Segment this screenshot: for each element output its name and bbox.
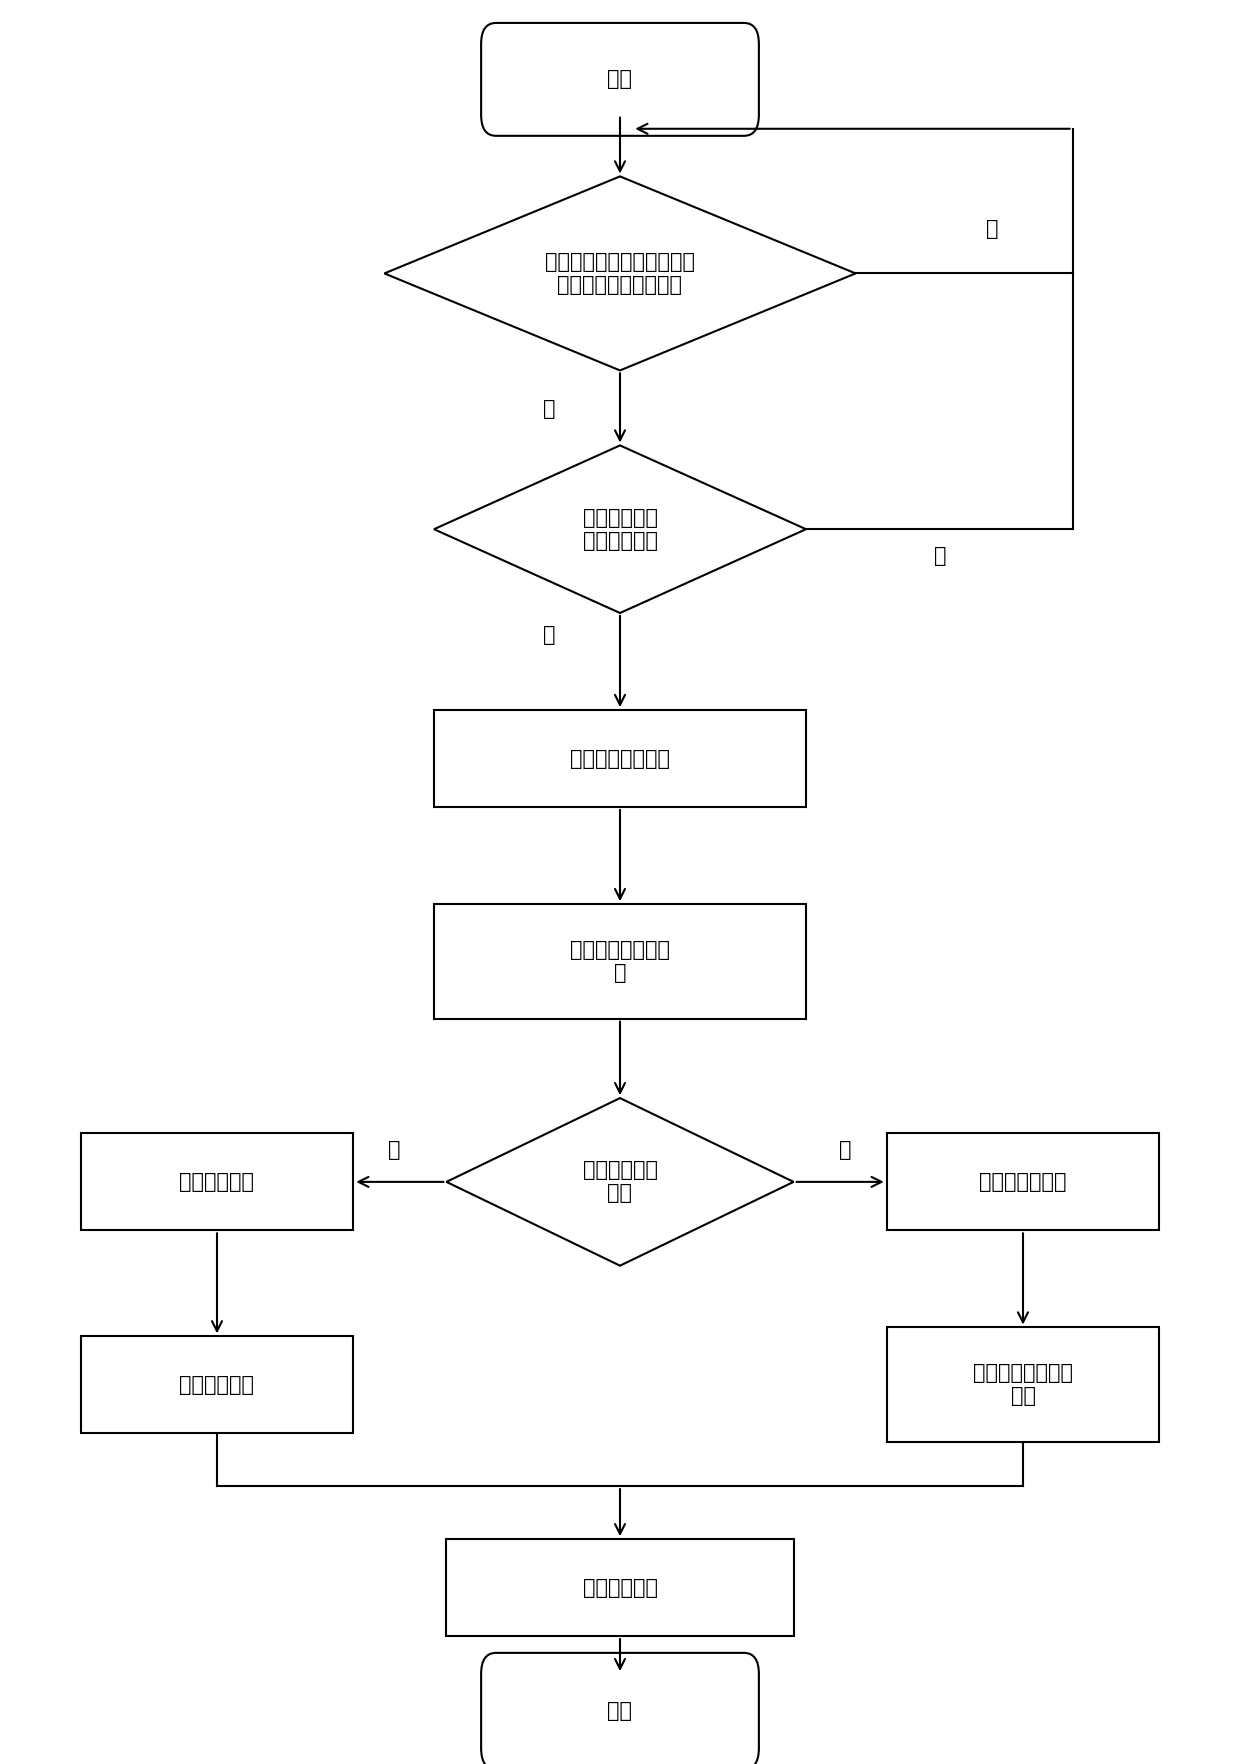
Text: 是否满足配变
终端过滤条件: 是否满足配变 终端过滤条件 — [583, 508, 657, 550]
Text: 启动: 启动 — [608, 69, 632, 90]
Polygon shape — [434, 446, 806, 614]
Bar — [81, 1134, 353, 1231]
Text: 计算停电特征匹配
度: 计算停电特征匹配 度 — [570, 940, 670, 983]
Bar — [81, 1337, 353, 1432]
Text: 不带电状态母线: 不带电状态母线 — [980, 1171, 1066, 1192]
Text: 否: 否 — [543, 624, 556, 646]
Bar — [434, 903, 806, 1020]
Text: 是否产生配变终端状态离线
或配变终端的停电事件: 是否产生配变终端状态离线 或配变终端的停电事件 — [546, 252, 694, 295]
Text: 否: 否 — [839, 1140, 852, 1161]
Bar — [446, 1538, 794, 1637]
Text: 是: 是 — [388, 1140, 401, 1161]
Text: 分析停电范围: 分析停电范围 — [180, 1374, 254, 1395]
Text: 是: 是 — [543, 399, 556, 420]
Text: 是否大于等于
阈值: 是否大于等于 阈值 — [583, 1161, 657, 1203]
Polygon shape — [384, 176, 856, 370]
Bar — [887, 1327, 1159, 1443]
FancyBboxPatch shape — [481, 1653, 759, 1764]
Text: 是: 是 — [934, 545, 946, 566]
FancyBboxPatch shape — [481, 23, 759, 136]
Text: 结束: 结束 — [608, 1700, 632, 1722]
Text: 分析带电范围: 分析带电范围 — [583, 1577, 657, 1598]
Text: 否: 否 — [986, 219, 998, 240]
Text: 分析不明带电状态
范围: 分析不明带电状态 范围 — [973, 1364, 1073, 1406]
Text: 建立停电事件列表: 建立停电事件列表 — [570, 748, 670, 769]
Bar — [887, 1134, 1159, 1231]
Text: 停电影响母线: 停电影响母线 — [180, 1171, 254, 1192]
Bar — [434, 709, 806, 808]
Polygon shape — [446, 1097, 794, 1267]
